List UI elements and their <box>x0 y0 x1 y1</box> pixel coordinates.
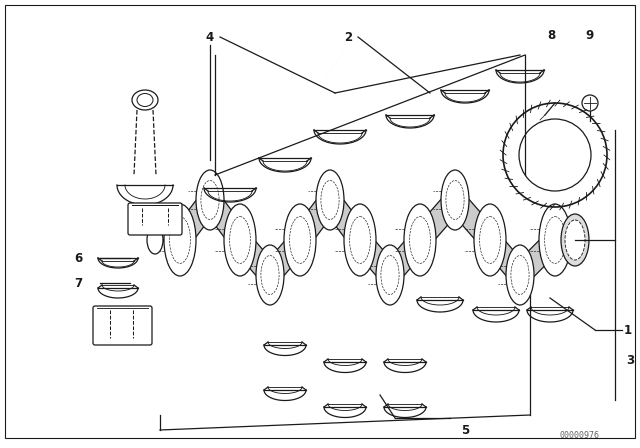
Text: 1: 1 <box>624 323 632 336</box>
Text: 7: 7 <box>74 276 82 289</box>
Ellipse shape <box>164 204 196 276</box>
Polygon shape <box>482 233 529 282</box>
Ellipse shape <box>256 245 284 305</box>
Ellipse shape <box>196 170 224 230</box>
Ellipse shape <box>224 204 256 276</box>
Ellipse shape <box>539 204 571 276</box>
Text: 9: 9 <box>586 29 594 42</box>
Ellipse shape <box>565 220 585 260</box>
Polygon shape <box>351 233 398 282</box>
Polygon shape <box>512 232 563 283</box>
Ellipse shape <box>474 204 506 276</box>
Ellipse shape <box>376 245 404 305</box>
Ellipse shape <box>561 214 589 266</box>
Ellipse shape <box>137 94 153 107</box>
Text: 6: 6 <box>74 251 82 264</box>
Ellipse shape <box>147 226 163 254</box>
Polygon shape <box>232 233 278 282</box>
Text: 8: 8 <box>547 29 555 42</box>
FancyBboxPatch shape <box>128 203 182 235</box>
Ellipse shape <box>441 170 469 230</box>
Polygon shape <box>381 233 428 282</box>
Ellipse shape <box>132 90 158 110</box>
Text: 2: 2 <box>344 30 352 43</box>
Polygon shape <box>321 194 369 246</box>
Ellipse shape <box>404 204 436 276</box>
Polygon shape <box>172 194 219 246</box>
Ellipse shape <box>344 204 376 276</box>
Ellipse shape <box>316 170 344 230</box>
Ellipse shape <box>506 245 534 305</box>
Ellipse shape <box>284 204 316 276</box>
Text: 00000976: 00000976 <box>560 431 600 439</box>
Polygon shape <box>447 193 499 247</box>
Polygon shape <box>412 193 463 247</box>
Text: 5: 5 <box>461 423 469 436</box>
Text: 3: 3 <box>626 353 634 366</box>
Polygon shape <box>262 233 308 282</box>
Polygon shape <box>201 194 249 246</box>
FancyBboxPatch shape <box>93 306 152 345</box>
Polygon shape <box>291 194 339 246</box>
Text: 4: 4 <box>206 30 214 43</box>
